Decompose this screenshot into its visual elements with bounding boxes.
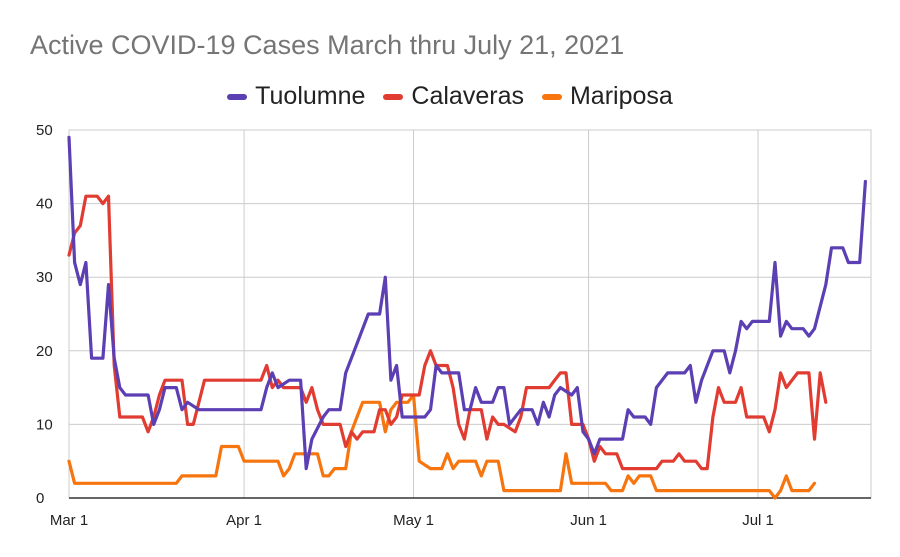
chart-title: Active COVID-19 Cases March thru July 21…	[30, 30, 625, 60]
x-tick-label: Mar 1	[50, 512, 88, 529]
legend-item-tuolumne: Tuolumne	[227, 82, 365, 111]
y-tick-label: 0	[36, 490, 44, 507]
x-tick-label: May 1	[393, 512, 434, 529]
series-line-calaveras	[67, 194, 828, 471]
x-tick-label: Jun 1	[570, 512, 607, 529]
x-tick-label: Apr 1	[226, 512, 262, 529]
legend: Tuolumne Calaveras Mariposa	[0, 82, 900, 111]
series-line-mariposa	[67, 393, 817, 500]
legend-swatch	[227, 93, 248, 100]
series-line-tuolumne	[67, 135, 868, 471]
y-tick-label: 20	[36, 343, 53, 360]
legend-swatch	[541, 93, 562, 100]
y-tick-label: 50	[36, 122, 53, 139]
legend-label: Tuolumne	[255, 82, 366, 110]
y-tick-label: 30	[36, 269, 53, 286]
y-tick-label: 10	[36, 416, 53, 433]
legend-swatch	[383, 93, 404, 100]
x-tick-label: Jul 1	[742, 512, 774, 529]
plot-border	[68, 129, 872, 499]
legend-item-calaveras: Calaveras	[383, 82, 524, 111]
y-tick-label: 40	[36, 196, 53, 213]
legend-item-mariposa: Mariposa	[541, 82, 673, 111]
legend-label: Calaveras	[411, 82, 524, 110]
legend-label: Mariposa	[569, 82, 673, 110]
